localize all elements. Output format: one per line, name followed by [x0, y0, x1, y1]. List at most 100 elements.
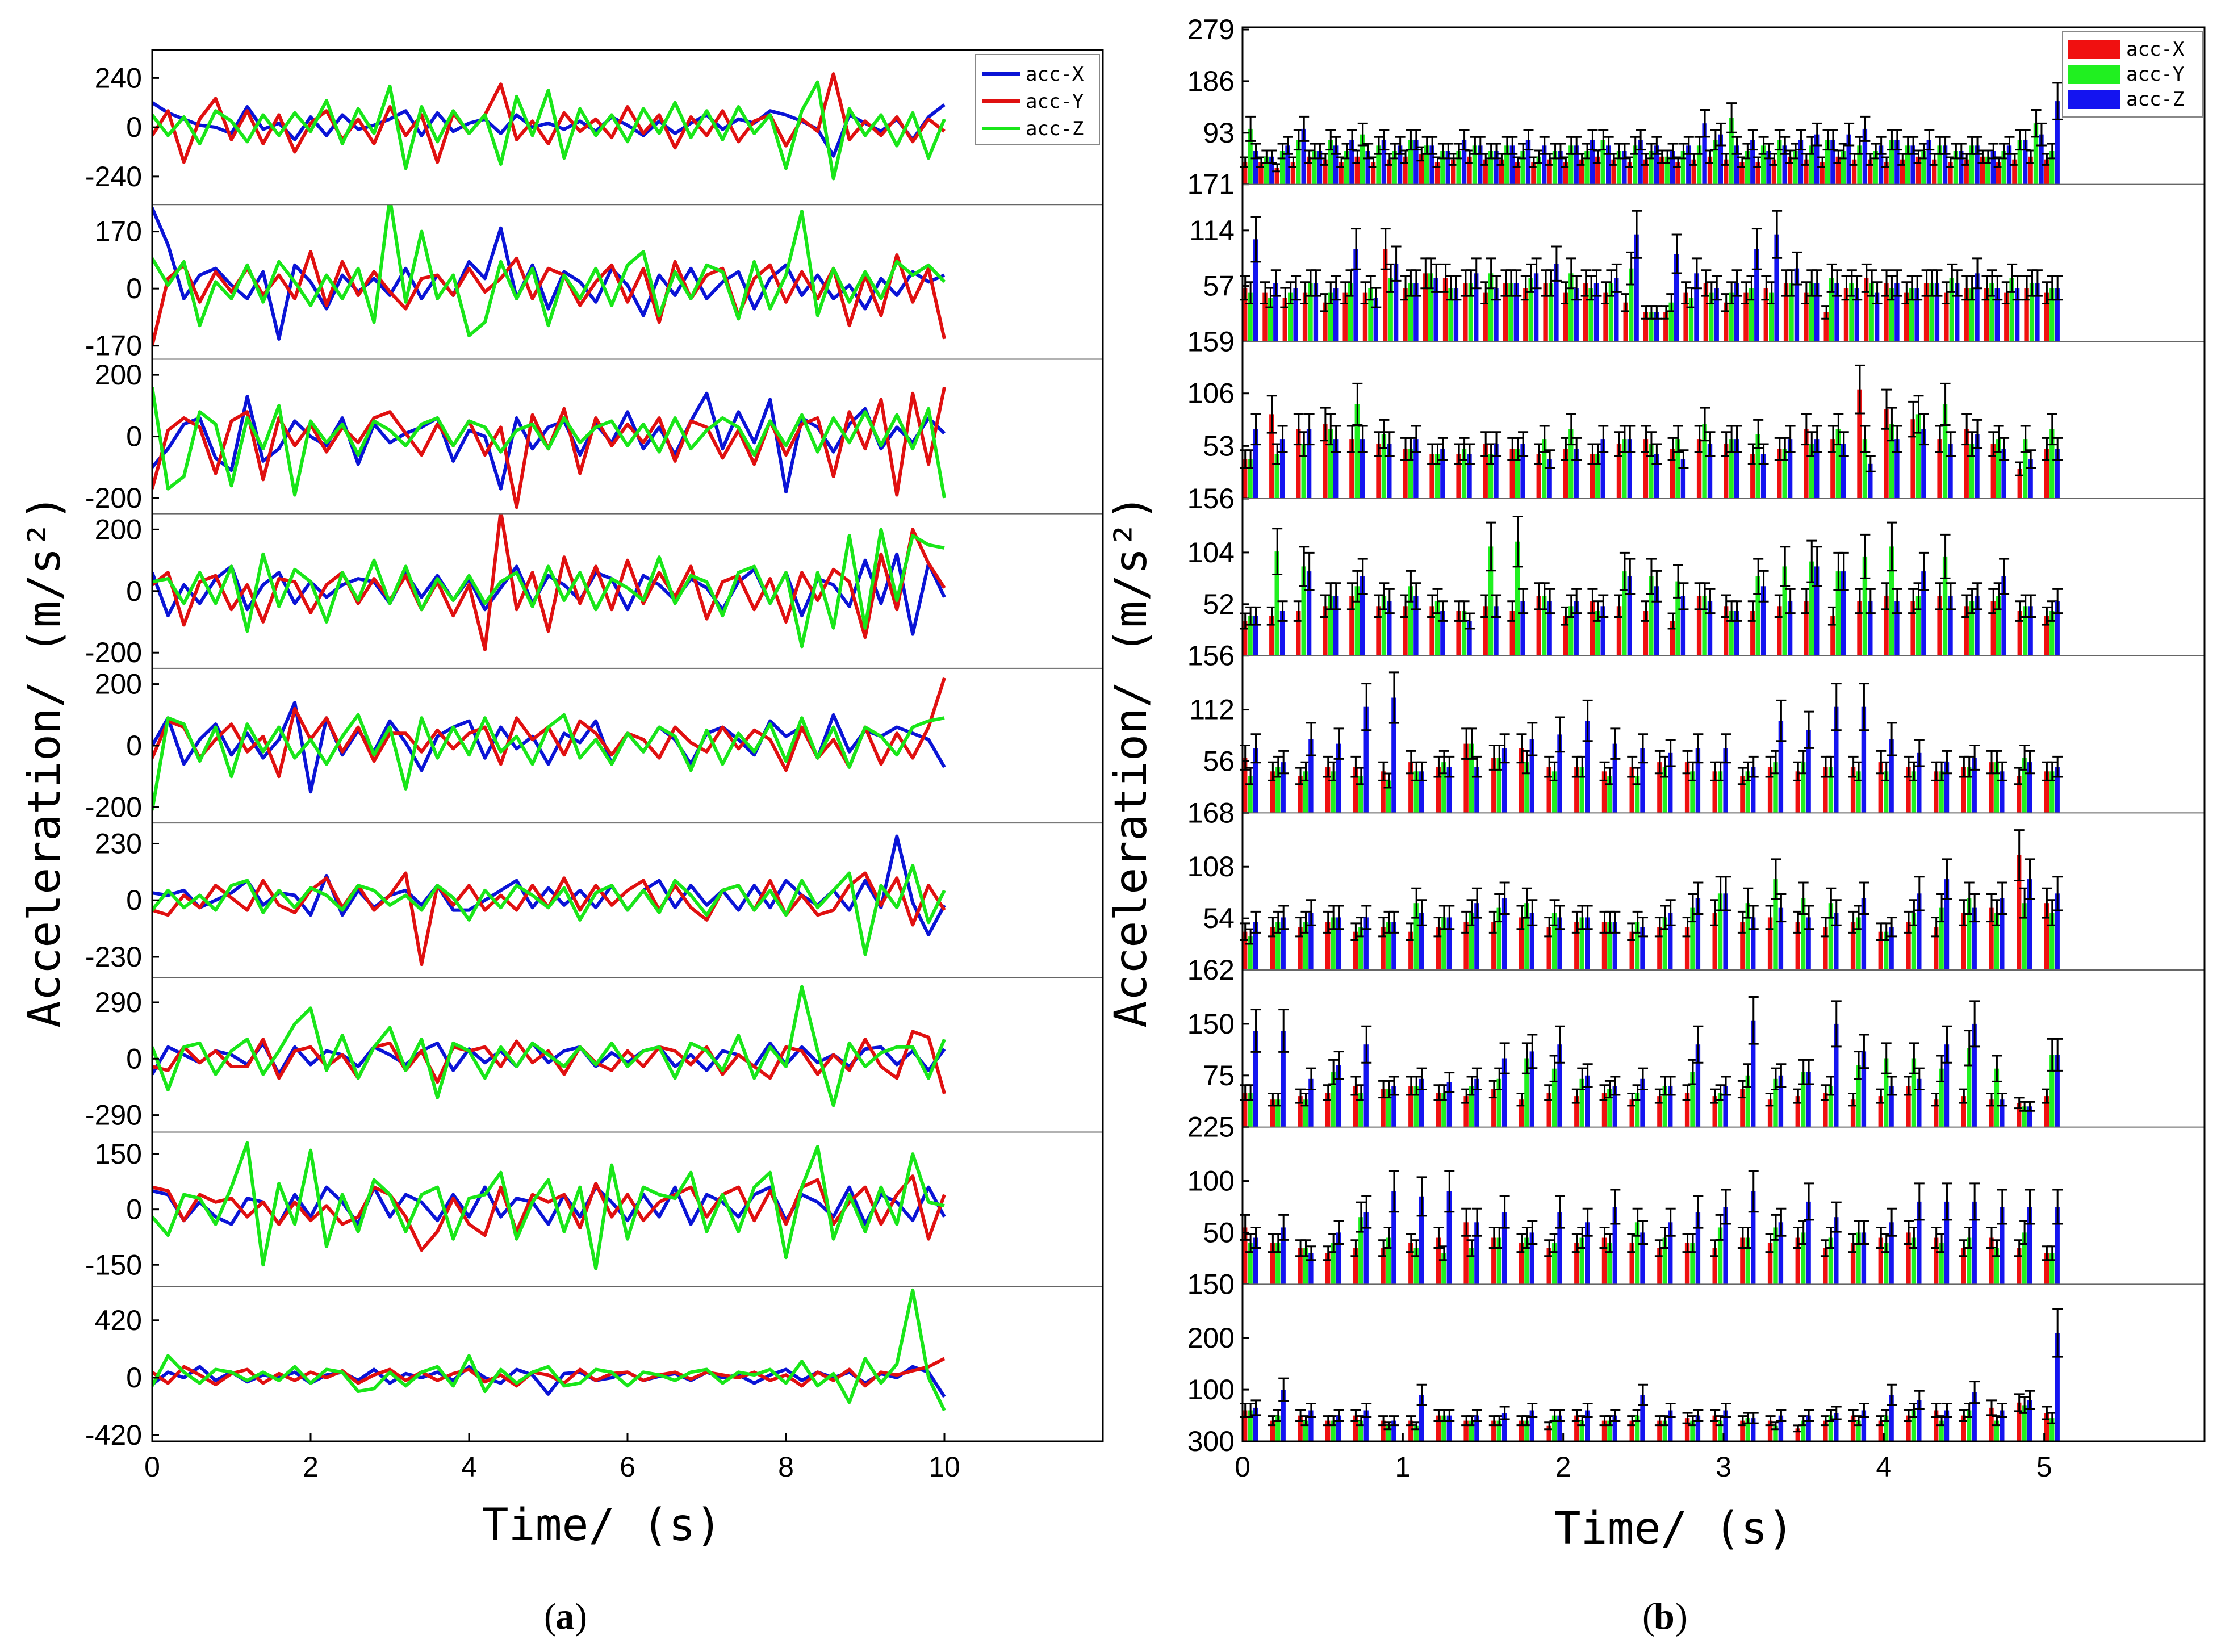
bar-acc-Z [1874, 292, 1880, 342]
subplot-1: 240 0 -240 [85, 62, 946, 193]
bar-acc-Z [1917, 1078, 1922, 1127]
bar-acc-Z [1501, 1413, 1507, 1441]
bar-acc-X [1804, 292, 1809, 342]
bar-acc-X [1740, 776, 1745, 813]
ytick-label: 50 [1203, 1216, 1235, 1248]
bar-acc-Z [1723, 893, 1728, 970]
bar-acc-Z [1547, 459, 1552, 499]
bar-acc-Z [1944, 762, 1950, 813]
bar-acc-X [1583, 283, 1588, 342]
bar-acc-Z [1446, 917, 1452, 970]
bar-acc-X [1948, 162, 1953, 185]
bar-acc-Y [1889, 546, 1894, 656]
bar-acc-Y [1274, 454, 1279, 499]
bar-acc-X [1429, 606, 1434, 656]
bar-acc-Y [1440, 151, 1445, 185]
bar-acc-Y [1413, 771, 1419, 813]
bar-acc-Z [1627, 439, 1632, 499]
bar-acc-Y [1994, 1068, 2000, 1127]
bar-acc-X [1643, 439, 1649, 499]
bar-acc-Y [1690, 771, 1695, 813]
bar-acc-Z [2055, 1055, 2060, 1127]
bar-acc-Z [1253, 616, 1258, 656]
bar-acc-Z [1794, 268, 1800, 342]
bar-acc-X [1302, 292, 1308, 342]
bar-acc-Y [1441, 1253, 1446, 1285]
subplot-lines [152, 677, 946, 811]
bar-acc-X [1349, 439, 1354, 499]
bar-acc-Z [1363, 1044, 1369, 1127]
bar-acc-Y [1996, 439, 2001, 499]
bar-acc-Z [1942, 145, 1948, 185]
bar-acc-Z [1834, 1217, 1839, 1285]
bar-acc-Y [1745, 771, 1750, 813]
bar-acc-X [1906, 767, 1911, 813]
bar-acc-X [1451, 159, 1456, 185]
bar-acc-X [1724, 159, 1729, 185]
ytick-label: 279 [1187, 14, 1235, 45]
bar-acc-X [1990, 444, 1996, 499]
bar-acc-Z [1723, 1410, 1728, 1441]
ytick-label: 170 [95, 216, 142, 248]
bar-acc-X [1623, 302, 1628, 342]
bar-acc-Y [1889, 288, 1894, 342]
bar-acc-X [1795, 771, 1800, 813]
subplot-lines [152, 1141, 946, 1270]
bar-acc-Z [1501, 898, 1507, 970]
ytick-label: 52 [1203, 588, 1235, 620]
bar-acc-Y [1248, 1093, 1253, 1127]
subplot-2: 170 0 -170 [85, 204, 1103, 362]
bar-acc-Z [1674, 254, 1679, 342]
series-line-acc-X [152, 834, 946, 936]
bar-acc-Z [1269, 156, 1274, 185]
bar-acc-Z [1363, 917, 1369, 970]
bar-acc-X [1823, 1248, 1828, 1285]
bar-acc-X [1696, 596, 1702, 656]
bar-acc-X [2017, 1103, 2022, 1127]
bar-acc-Z [1754, 249, 1759, 342]
bar-acc-X [1499, 159, 1504, 185]
bar-acc-Z [2055, 1207, 2060, 1285]
bar-acc-Y [1622, 439, 1627, 499]
bar-acc-Z [1718, 134, 1723, 185]
bar-acc-X [1243, 1410, 1248, 1441]
bar-acc-Z [1273, 283, 1278, 342]
bar-acc-Z [1474, 1078, 1479, 1127]
bar-acc-X [1243, 459, 1248, 499]
bar-acc-X [1298, 1248, 1303, 1285]
bar-acc-X [2044, 292, 2049, 342]
bar-acc-X [1383, 249, 1388, 342]
bar-acc-X [1767, 1243, 1773, 1285]
bar-acc-Y [1856, 1232, 1861, 1285]
bar-acc-Z [1760, 454, 1766, 499]
bar-acc-Y [1508, 283, 1513, 342]
ytick-label: 0 [126, 111, 142, 143]
bar-acc-Y [1607, 1089, 1612, 1127]
ytick-label: 156 [1187, 483, 1235, 515]
bar-acc-Z [1751, 767, 1756, 813]
bar-acc-Z [1308, 913, 1314, 970]
bar-acc-X [1270, 1099, 1275, 1127]
bar-acc-Y [1680, 151, 1686, 185]
bar-acc-X [1339, 162, 1344, 185]
bar-acc-Y [1248, 1410, 1253, 1441]
bar-acc-Y [1524, 762, 1529, 813]
bar-acc-X [1906, 1086, 1911, 1127]
bar-acc-Y [1869, 283, 1874, 342]
bar-acc-Z [2027, 1106, 2032, 1127]
bar-acc-X [1590, 454, 1595, 499]
bar-acc-X [1900, 159, 1905, 185]
bar-acc-X [1884, 283, 1889, 342]
bar-acc-Y [1381, 434, 1387, 499]
bar-acc-X [1546, 1093, 1551, 1127]
bar-acc-Z [1894, 283, 1900, 342]
bar-acc-Y [1937, 145, 1942, 185]
bar-acc-Z [1306, 571, 1312, 656]
bar-acc-Y [1793, 151, 1798, 185]
bar-acc-X [1750, 454, 1755, 499]
bar-acc-Y [1828, 767, 1834, 813]
bar-acc-Z [1391, 1420, 1396, 1441]
bar-acc-X [1795, 1428, 1800, 1441]
bar-acc-Y [1441, 917, 1446, 970]
bar-acc-X [1851, 159, 1857, 185]
